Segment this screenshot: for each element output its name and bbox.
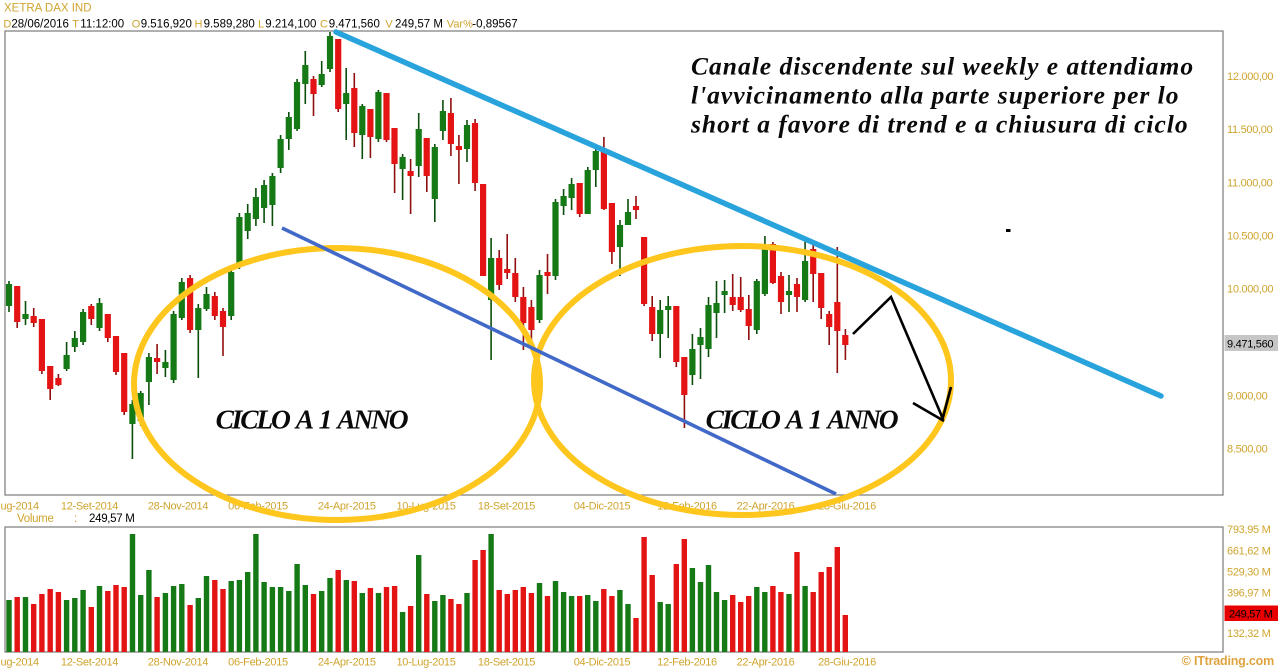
svg-text:ug-2014: ug-2014 xyxy=(1,501,39,513)
svg-text:9.471,560: 9.471,560 xyxy=(329,19,380,31)
svg-text:396,97 M: 396,97 M xyxy=(1227,588,1271,600)
svg-text:06-Feb-2015: 06-Feb-2015 xyxy=(228,657,288,668)
svg-text:529,30 M: 529,30 M xyxy=(1227,567,1271,579)
svg-text:10.000,00: 10.000,00 xyxy=(1227,284,1273,296)
svg-text:11.000,00: 11.000,00 xyxy=(1227,178,1273,190)
svg-text:9.516,920: 9.516,920 xyxy=(141,19,192,31)
svg-text:18-Set-2015: 18-Set-2015 xyxy=(478,501,535,513)
svg-text:11.500,00: 11.500,00 xyxy=(1227,124,1273,136)
svg-text::: : xyxy=(74,513,77,525)
svg-text:661,62 M: 661,62 M xyxy=(1227,546,1271,558)
svg-text:H: H xyxy=(195,19,203,31)
svg-text:9.000,00: 9.000,00 xyxy=(1227,391,1268,403)
svg-text:L: L xyxy=(258,19,264,31)
svg-text:24-Apr-2015: 24-Apr-2015 xyxy=(318,501,376,513)
svg-text:9.471,560: 9.471,560 xyxy=(1227,339,1273,351)
svg-text:9.214,100: 9.214,100 xyxy=(265,19,316,31)
svg-text:18-Set-2015: 18-Set-2015 xyxy=(478,657,535,668)
svg-text:11:12:00: 11:12:00 xyxy=(80,19,124,31)
svg-text:V: V xyxy=(385,19,393,31)
svg-text:22-Apr-2016: 22-Apr-2016 xyxy=(737,501,795,513)
svg-text:short a favore di trend e a ch: short a favore di trend e a chiusura di … xyxy=(690,110,1189,139)
svg-text:Canale discendente sul weekly: Canale discendente sul weekly e attendia… xyxy=(691,52,1194,81)
svg-text:24-Apr-2015: 24-Apr-2015 xyxy=(318,657,376,668)
svg-text:28-Nov-2014: 28-Nov-2014 xyxy=(148,501,208,513)
svg-text:22-Apr-2016: 22-Apr-2016 xyxy=(737,657,795,668)
svg-text:T: T xyxy=(72,19,79,31)
svg-text:793,95 M: 793,95 M xyxy=(1227,524,1271,536)
svg-text:28-Giu-2016: 28-Giu-2016 xyxy=(818,657,876,668)
svg-text:D: D xyxy=(3,19,11,31)
svg-text:28-Nov-2014: 28-Nov-2014 xyxy=(148,657,208,668)
svg-text:10-Lug-2015: 10-Lug-2015 xyxy=(396,657,455,668)
svg-text:Volume: Volume xyxy=(17,513,54,525)
svg-text:O: O xyxy=(132,19,141,31)
svg-text:12-Set-2014: 12-Set-2014 xyxy=(61,501,118,513)
svg-text:249,57 M: 249,57 M xyxy=(89,513,135,525)
svg-text:© ITtrading.com: © ITtrading.com xyxy=(1182,654,1274,668)
svg-text:12.000,00: 12.000,00 xyxy=(1227,71,1273,83)
svg-text:Var%: Var% xyxy=(447,19,473,31)
svg-text:l'avvicinamento alla parte sup: l'avvicinamento alla parte superiore per… xyxy=(691,81,1180,110)
svg-text:249,57 M: 249,57 M xyxy=(395,19,443,31)
svg-text:CICLO A 1 ANNO: CICLO A 1 ANNO xyxy=(216,404,409,435)
svg-text:C: C xyxy=(320,19,328,31)
svg-text:8.500,00: 8.500,00 xyxy=(1227,444,1268,456)
svg-text:ug-2014: ug-2014 xyxy=(1,657,39,668)
svg-text:132,32 M: 132,32 M xyxy=(1227,628,1271,640)
svg-text:249,57 M: 249,57 M xyxy=(1229,609,1273,621)
svg-text:9.589,280: 9.589,280 xyxy=(204,19,255,31)
svg-text:04-Dic-2015: 04-Dic-2015 xyxy=(574,657,631,668)
svg-text:04-Dic-2015: 04-Dic-2015 xyxy=(574,501,631,513)
svg-text:-0,89567: -0,89567 xyxy=(472,19,517,31)
svg-text:12-Feb-2016: 12-Feb-2016 xyxy=(657,657,717,668)
svg-text:XETRA DAX IND: XETRA DAX IND xyxy=(4,3,92,15)
svg-text:10.500,00: 10.500,00 xyxy=(1227,231,1273,243)
svg-text:28/06/2016: 28/06/2016 xyxy=(11,19,69,31)
svg-text:CICLO A 1 ANNO: CICLO A 1 ANNO xyxy=(706,404,899,435)
svg-text:12-Set-2014: 12-Set-2014 xyxy=(61,657,118,668)
